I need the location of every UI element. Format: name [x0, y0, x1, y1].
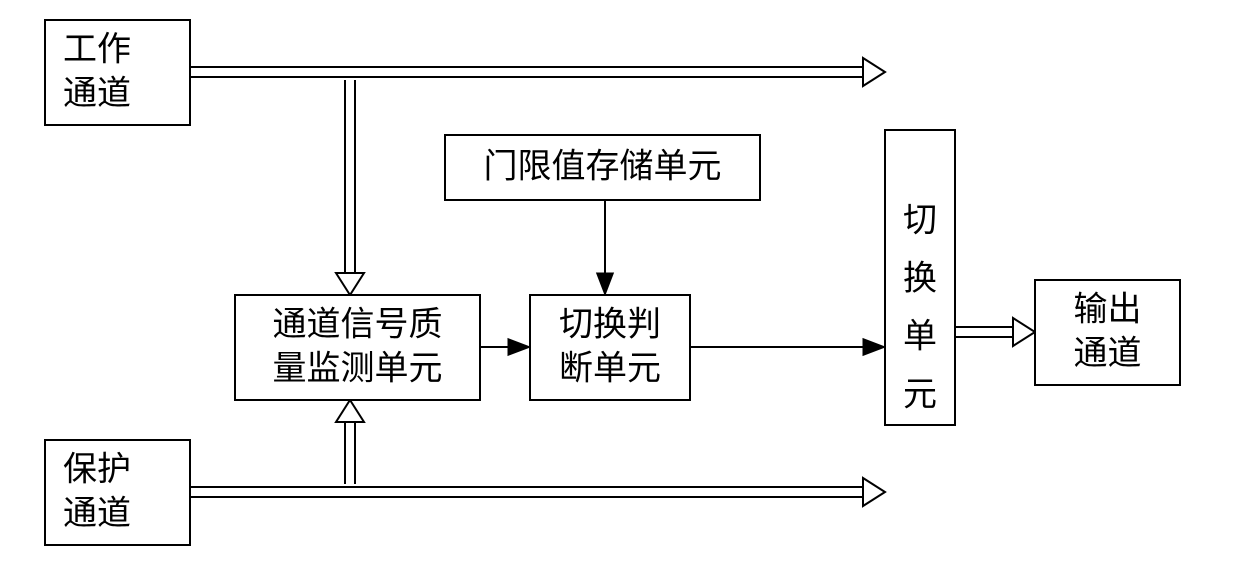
svg-text:断单元: 断单元: [559, 350, 661, 388]
svg-text:输出: 输出: [1074, 291, 1142, 329]
svg-text:换: 换: [903, 260, 937, 298]
svg-text:切换判: 切换判: [559, 306, 661, 344]
svg-text:通道: 通道: [63, 495, 131, 533]
label-threshold_storage: 门限值存储单元: [484, 148, 722, 186]
svg-text:量监测单元: 量监测单元: [273, 351, 443, 388]
svg-text:通道: 通道: [1074, 335, 1142, 373]
svg-text:工作: 工作: [63, 32, 131, 69]
flowchart-diagram: 工作通道保护通道门限值存储单元通道信号质量监测单元切换判断单元切换单元输出通道: [0, 0, 1239, 566]
svg-text:门限值存储单元: 门限值存储单元: [484, 148, 722, 186]
svg-text:通道信号质: 通道信号质: [273, 306, 443, 344]
svg-text:元: 元: [903, 377, 937, 414]
svg-text:保护: 保护: [63, 451, 131, 489]
svg-text:通道: 通道: [63, 75, 131, 113]
svg-text:切: 切: [903, 203, 937, 240]
svg-text:单: 单: [903, 319, 937, 356]
